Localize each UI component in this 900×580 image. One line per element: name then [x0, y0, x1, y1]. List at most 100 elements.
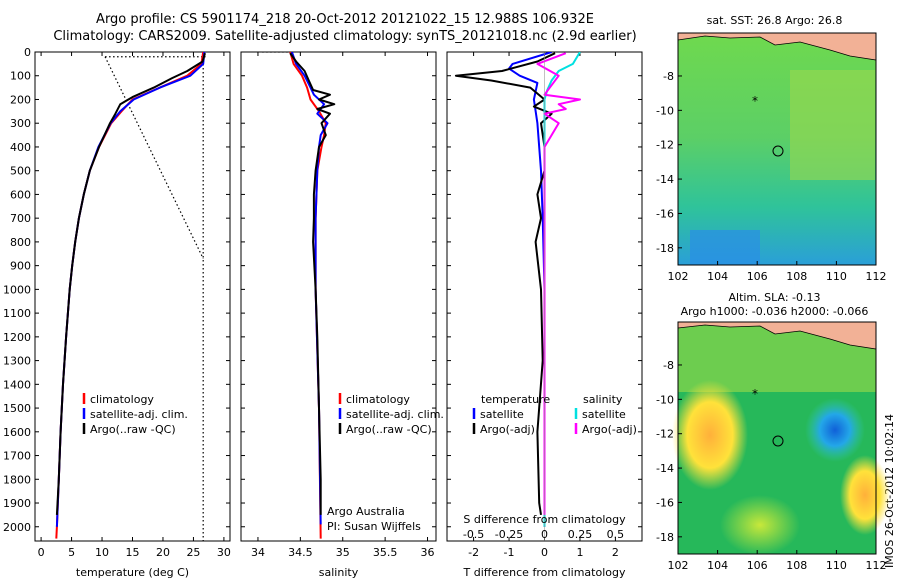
y-tick-label: 400 [10, 141, 31, 154]
sst-map: * [677, 32, 877, 266]
x-tick-label: 25 [186, 546, 200, 559]
mixed-layer-guide [104, 56, 204, 259]
sla-star-marker: * [752, 387, 758, 401]
temperature-axes-frame [34, 51, 231, 542]
legend-label: satellite [582, 408, 626, 421]
differences-panel: -2 -1 0 1 2 T difference from climatology -0.5… [446, 51, 643, 579]
x-top-tick-label: 0 [541, 528, 548, 541]
legend-label: Argo(-adj) [480, 423, 535, 436]
map-y-tick-label: -18 [656, 531, 674, 544]
map-x-tick-label: 108 [786, 270, 807, 283]
legend-label: satellite [480, 408, 524, 421]
map-y-tick-label: -14 [656, 173, 674, 186]
x-tick-label: 10 [95, 546, 109, 559]
legend-label: Argo(-adj) [582, 423, 637, 436]
sla-map-title-line2: Argo h1000: -0.036 h2000: -0.066 [680, 305, 869, 318]
sla-map-axes: 102 104 106 108 110 112 -8 -10 -12 -14 -16 -18 [656, 359, 886, 572]
salinity-series-line [290, 52, 329, 525]
y-tick-label: 600 [10, 188, 31, 201]
differences-lines [454, 52, 581, 541]
salinity-lines [262, 52, 336, 539]
map-y-tick-label: -10 [656, 393, 674, 406]
credit-line2: PI: Susan Wijffels [327, 520, 421, 533]
temperature-panel: 0100200300400500600700800900100011001200… [3, 46, 231, 579]
x-tick-label: -2 [468, 546, 479, 559]
sst-cool-patch [690, 230, 760, 265]
y-tick-label: 1800 [3, 473, 31, 486]
y-tick-label: 300 [10, 117, 31, 130]
y-tick-label: 500 [10, 165, 31, 178]
x-top-tick-label: -0.5 [463, 528, 484, 541]
y-tick-label: 800 [10, 236, 31, 249]
legend-label: satellite-adj. clim. [346, 408, 444, 421]
differences-legend: temperature salinity satellite Argo(-adj) sa… [472, 393, 637, 436]
map-x-tick-label: 106 [747, 270, 768, 283]
x-top-tick-label: 0.5 [607, 528, 625, 541]
y-tick-label: 1900 [3, 497, 31, 510]
salinity-series-line [289, 52, 336, 515]
sla-argo-marker [772, 435, 784, 447]
map-x-tick-label: 110 [826, 270, 847, 283]
x-tick-label: 34 [251, 546, 265, 559]
sla-map-frame [677, 321, 877, 555]
map-x-tick-label: 110 [826, 559, 847, 572]
x-tick-label: 0 [38, 546, 45, 559]
legend-salinity-heading: salinity [583, 393, 623, 406]
y-tick-label: 700 [10, 212, 31, 225]
legend-label: climatology [90, 393, 154, 406]
sla-map: * [672, 321, 890, 555]
y-tick-label: 1600 [3, 426, 31, 439]
x-top-tick-label: 0.25 [568, 528, 593, 541]
legend-label: Argo(..raw -QC) [346, 423, 432, 436]
x-tick-label: 15 [126, 546, 140, 559]
credit-line1: Argo Australia [327, 505, 405, 518]
y-tick-label: 900 [10, 260, 31, 273]
sla-map-title-line1: Altim. SLA: -0.13 [728, 291, 821, 304]
temperature-xlabel: temperature (deg C) [76, 566, 189, 579]
sla-low-east [805, 398, 865, 462]
map-x-tick-label: 108 [786, 559, 807, 572]
salinity-xlabel: salinity [319, 566, 359, 579]
sst-star-marker: * [752, 94, 758, 108]
y-tick-label: 1200 [3, 331, 31, 344]
differences-xlabel-top: S difference from climatology [463, 513, 626, 526]
x-tick-label: -1 [504, 546, 515, 559]
map-x-tick-label: 104 [707, 270, 728, 283]
map-x-tick-label: 106 [747, 559, 768, 572]
map-y-tick-label: -12 [656, 139, 674, 152]
x-tick-label: 30 [217, 546, 231, 559]
sst-map-title: sat. SST: 26.8 Argo: 26.8 [706, 14, 843, 27]
sla-high-west [672, 380, 748, 490]
y-tick-label: 1100 [3, 307, 31, 320]
y-tick-label: 100 [10, 70, 31, 83]
x-tick-label: 5 [68, 546, 75, 559]
salinity-axes-frame [240, 51, 437, 542]
sst-map-frame [677, 32, 877, 266]
x-top-tick-label: -0.25 [495, 528, 523, 541]
sst-warm-patch [790, 70, 875, 180]
map-y-tick-label: -10 [656, 104, 674, 117]
legend-label: satellite-adj. clim. [90, 408, 188, 421]
map-x-tick-label: 102 [668, 270, 689, 283]
x-tick-label: 34.5 [288, 546, 313, 559]
sla-high-southeast [840, 455, 890, 535]
map-x-tick-label: 112 [866, 559, 887, 572]
x-tick-label: 36 [421, 546, 435, 559]
x-tick-label: 20 [156, 546, 170, 559]
x-tick-label: 35 [336, 546, 350, 559]
map-y-tick-label: -16 [656, 496, 674, 509]
figure-title-line2: Climatology: CARS2009. Satellite-adjuste… [53, 29, 637, 44]
y-tick-label: 1500 [3, 402, 31, 415]
y-tick-label: 2000 [3, 521, 31, 534]
map-y-tick-label: -8 [663, 70, 674, 83]
map-y-tick-label: -16 [656, 207, 674, 220]
x-tick-label: 2 [612, 546, 619, 559]
x-tick-label: 1 [576, 546, 583, 559]
temperature-lines [55, 52, 206, 541]
differences-xlabel: T difference from climatology [463, 566, 626, 579]
sla-high-south [720, 495, 800, 555]
y-tick-label: 1700 [3, 450, 31, 463]
map-x-tick-label: 102 [668, 559, 689, 572]
y-tick-label: 0 [24, 46, 31, 59]
